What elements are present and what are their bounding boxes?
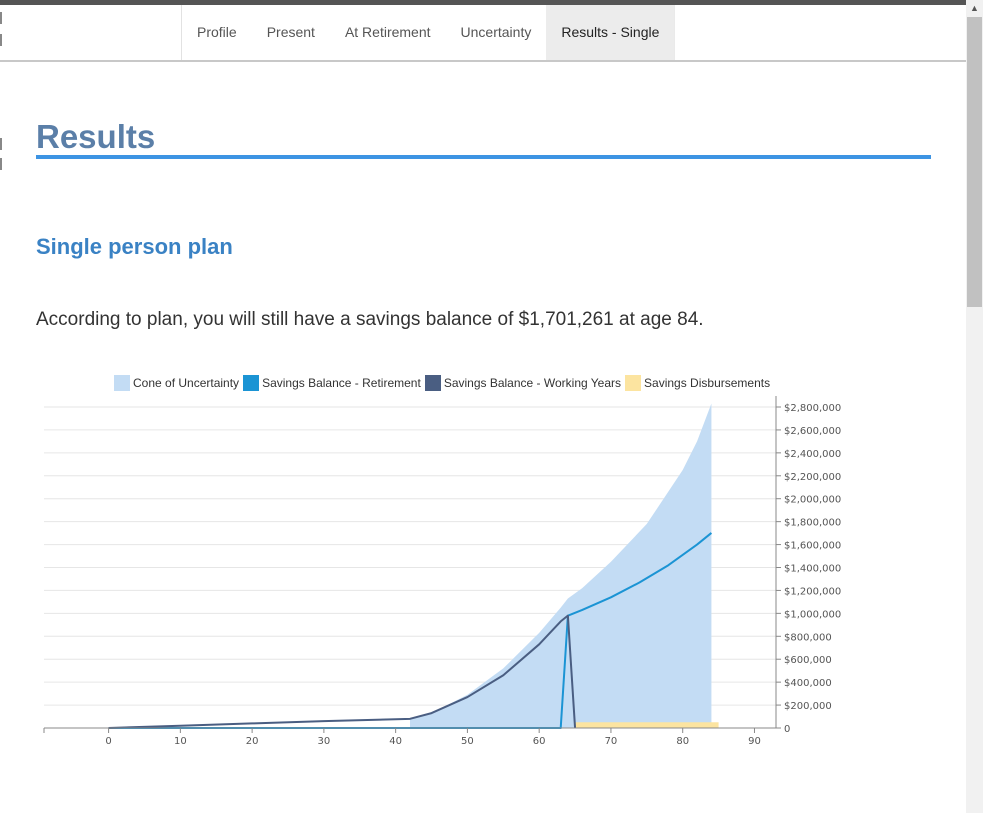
x-tick-label: 60 — [533, 736, 546, 747]
savings-summary: According to plan, you will still have a… — [36, 309, 704, 330]
title-underline — [36, 155, 931, 159]
scroll-up-icon[interactable]: ▲ — [970, 3, 979, 13]
y-tick-label: $200,000 — [784, 701, 832, 712]
y-tick-label: $1,200,000 — [784, 586, 841, 597]
y-tick-label: $1,600,000 — [784, 541, 841, 552]
scrollbar-thumb[interactable] — [967, 17, 982, 307]
vertical-scrollbar[interactable]: ▲ — [966, 0, 983, 813]
x-tick-label: 40 — [389, 736, 402, 747]
x-tick-label: 50 — [461, 736, 474, 747]
legend-swatch-disbursements — [625, 375, 642, 391]
window-top-border — [0, 0, 983, 5]
y-tick-label: $1,800,000 — [784, 518, 841, 529]
legend-item-disbursements[interactable]: Savings Disbursements — [625, 375, 770, 391]
x-tick-label: 70 — [605, 736, 618, 747]
y-tick-label: $2,000,000 — [784, 495, 841, 506]
savings-working-years-line — [108, 614, 577, 729]
y-tick-label: $2,400,000 — [784, 449, 841, 460]
tab-at-retirement[interactable]: At Retirement — [344, 24, 431, 40]
y-tick-label: $600,000 — [784, 655, 832, 666]
x-tick-label: 30 — [318, 736, 331, 747]
legend-label: Cone of Uncertainty — [133, 376, 240, 390]
tab-uncertainty[interactable]: Uncertainty — [460, 24, 532, 40]
tab-results-single[interactable]: Results - Single — [546, 5, 676, 60]
y-tick-label: $1,400,000 — [784, 564, 841, 575]
nav-bar: Profile Present At Retirement Uncertaint… — [0, 5, 966, 62]
left-edge-marker — [0, 34, 2, 46]
y-tick-label: $2,600,000 — [784, 426, 841, 437]
left-edge-marker — [0, 138, 2, 150]
tab-present[interactable]: Present — [266, 24, 315, 40]
legend-swatch-working — [424, 375, 441, 391]
x-tick-label: 90 — [748, 736, 761, 747]
legend-swatch-cone — [114, 375, 130, 391]
cone-of-uncertainty-area — [410, 403, 712, 728]
legend-label: Savings Balance - Working Years — [443, 376, 622, 390]
page-title: Results — [36, 118, 156, 155]
legend-label: Savings Balance - Retirement — [262, 376, 421, 390]
legend-item-retirement[interactable]: Savings Balance - Retirement — [243, 375, 421, 391]
x-tick-label: 10 — [174, 736, 187, 747]
x-tick-label: 0 — [105, 736, 111, 747]
savings-retirement-line — [108, 532, 713, 729]
x-tick-label: 20 — [246, 736, 259, 747]
section-title: Single person plan — [36, 234, 233, 259]
tab-profile[interactable]: Profile — [197, 24, 237, 40]
chart-legend: Cone of Uncertainty Savings Balance - Re… — [114, 375, 774, 391]
y-tick-label: $2,200,000 — [784, 472, 841, 483]
left-edge-marker — [0, 158, 2, 170]
y-tick-label: $2,800,000 — [784, 403, 841, 414]
savings-disbursements-bar — [575, 722, 719, 728]
nav-tabs: Profile Present At Retirement Uncertaint… — [181, 5, 676, 60]
y-tick-label: $400,000 — [784, 678, 832, 689]
y-tick-label: $1,000,000 — [784, 609, 841, 620]
left-edge-marker — [0, 12, 2, 24]
legend-swatch-retirement — [243, 375, 260, 391]
y-tick-label: 0 — [784, 724, 790, 735]
y-tick-label: $800,000 — [784, 632, 832, 643]
x-tick-label: 80 — [676, 736, 689, 747]
legend-item-cone[interactable]: Cone of Uncertainty — [114, 375, 239, 391]
legend-item-working[interactable]: Savings Balance - Working Years — [424, 375, 622, 391]
legend-label: Savings Disbursements — [644, 376, 771, 390]
